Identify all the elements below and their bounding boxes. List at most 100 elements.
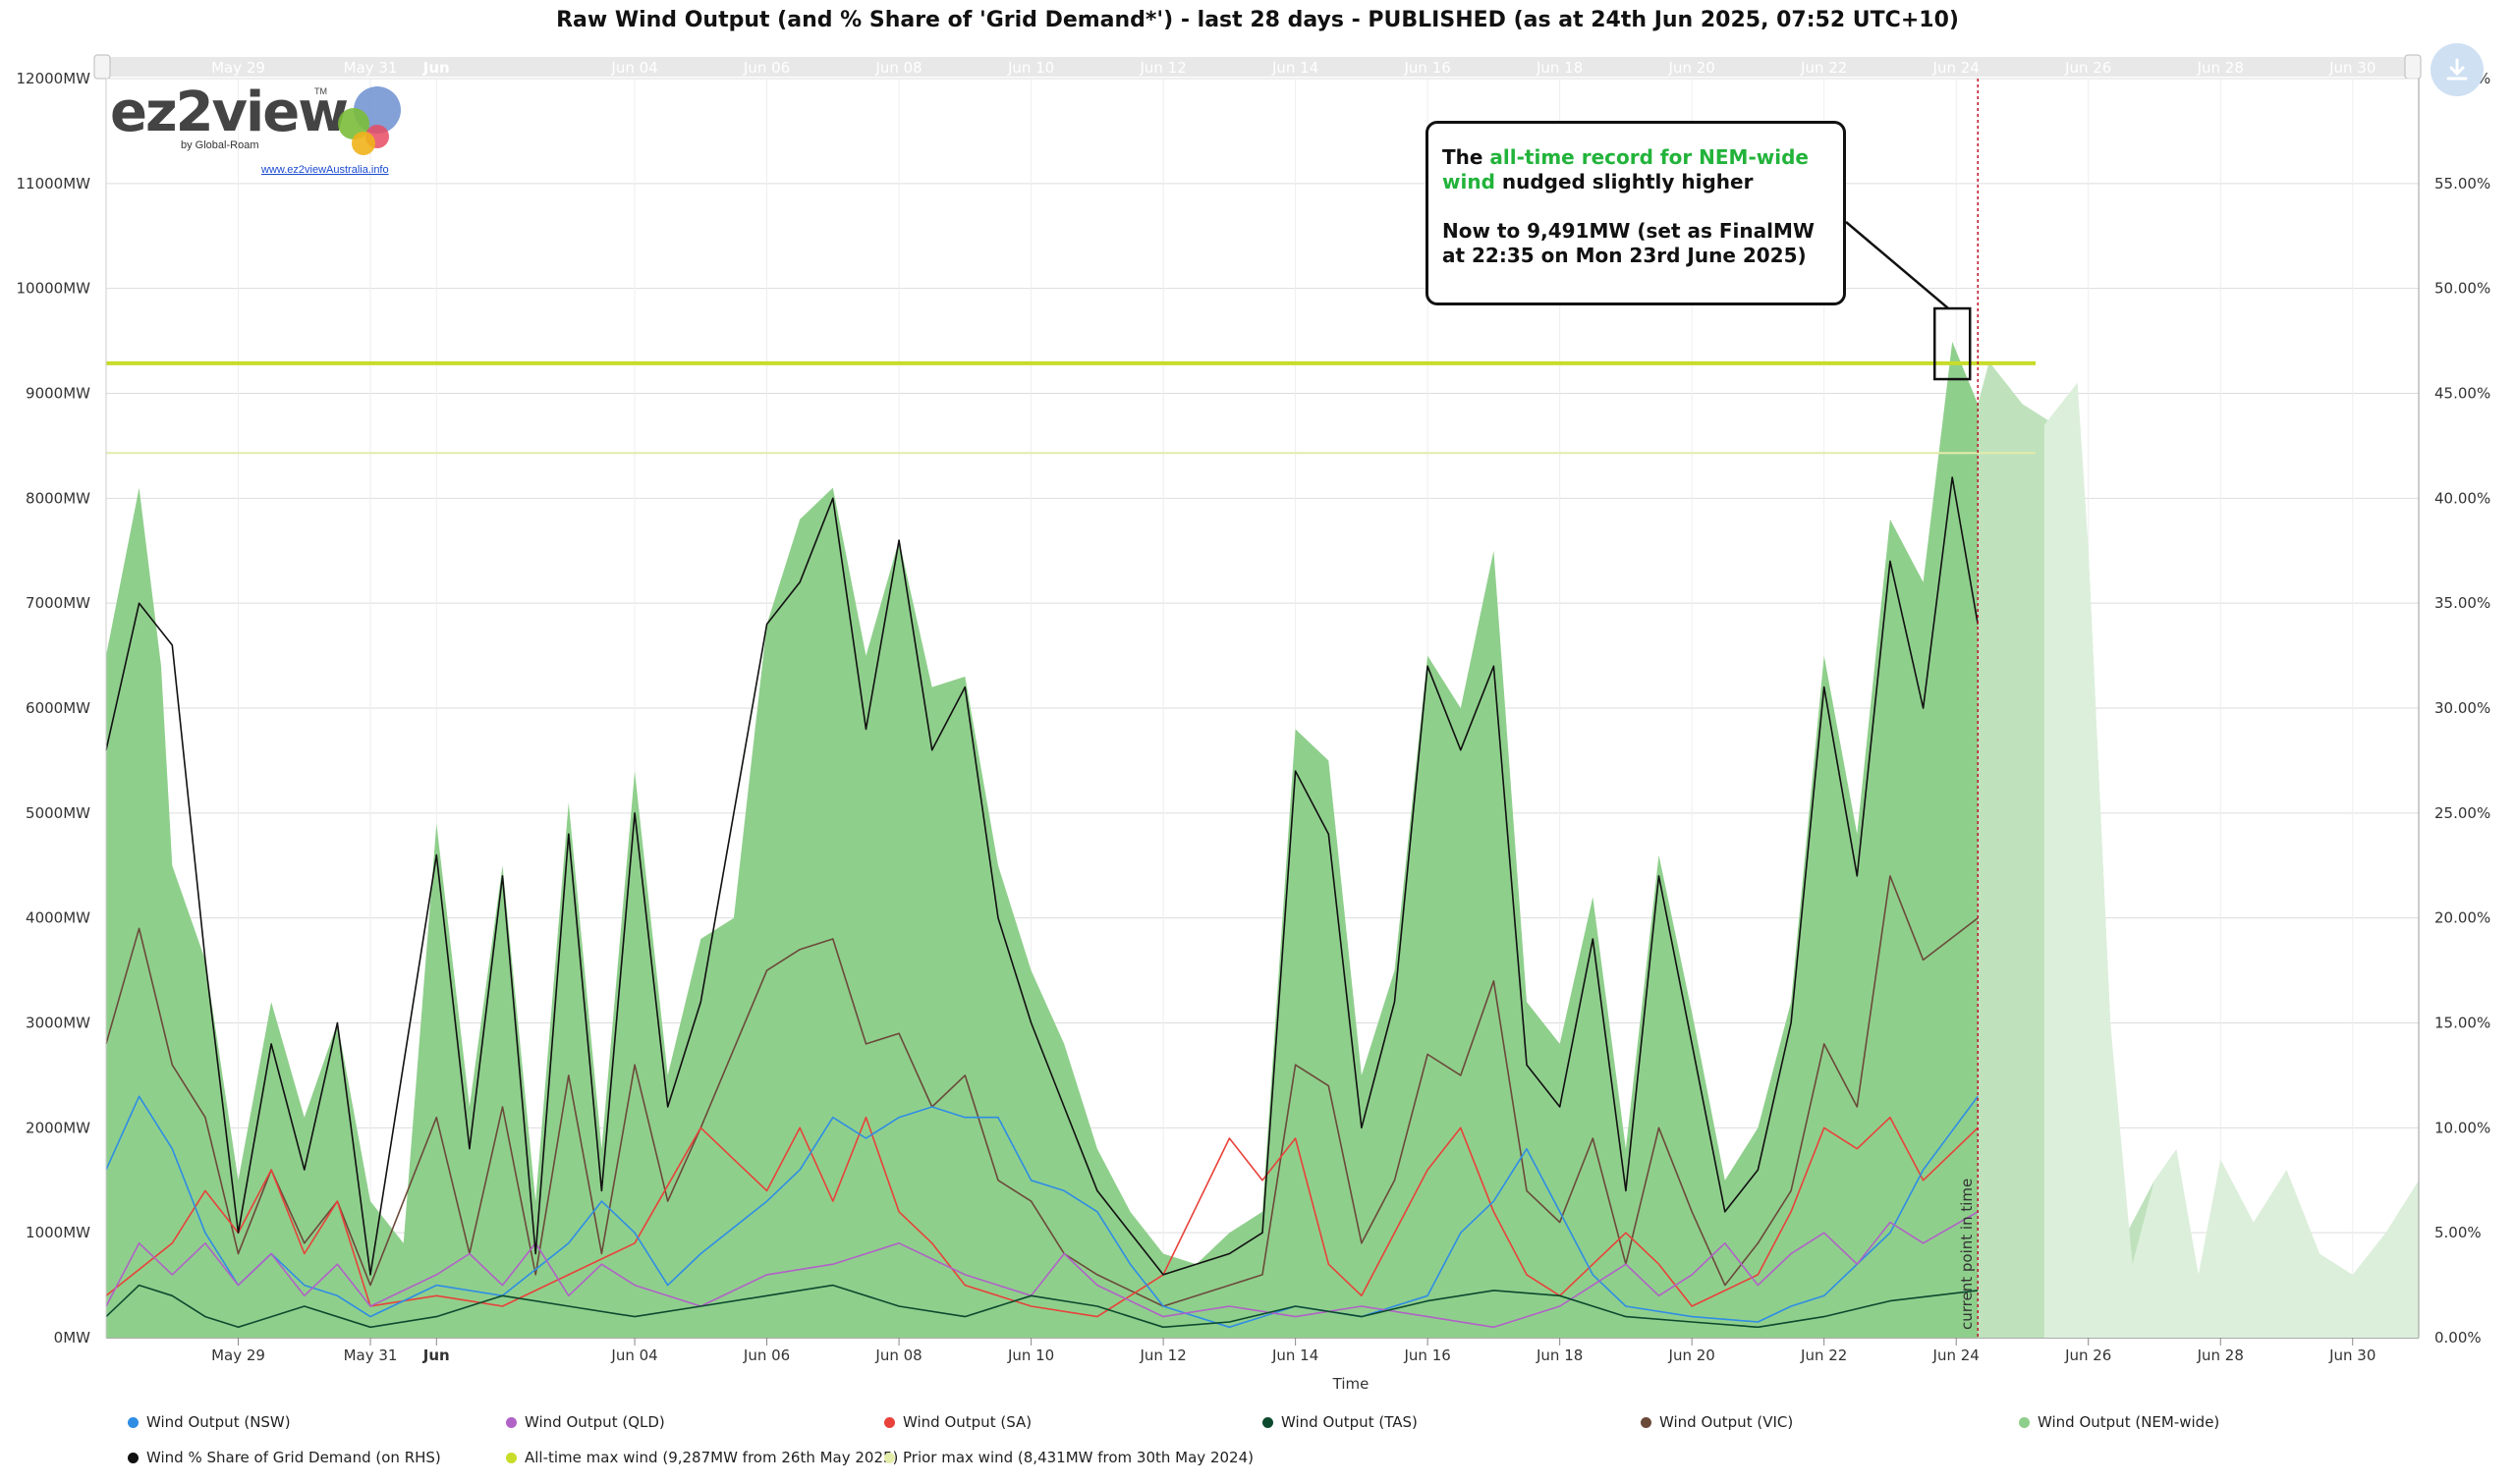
legend-label: Prior max wind (8,431MW from 30th May 20… [903,1449,1254,1466]
y-tick-right: 45.00% [2434,385,2490,403]
y-tick-right: 30.00% [2434,699,2490,717]
legend-marker [128,1416,139,1428]
x-tick-label: Jun 22 [1800,1347,1847,1364]
legend-item[interactable]: Wind Output (VIC) [1641,1413,1793,1431]
area-wind-output-nem-wide-extended-forecast [2043,382,2419,1338]
legend-item[interactable]: Wind Output (TAS) [1262,1413,1418,1431]
navigator-tick-label: Jun 12 [1139,59,1186,77]
legend-label: Wind Output (NEM-wide) [2038,1413,2220,1431]
y-tick-right: 20.00% [2434,909,2490,927]
legend-item[interactable]: Wind Output (SA) [884,1413,1032,1431]
navigator-tick-label: Jun 08 [874,59,922,77]
navigator-tick-label: May 31 [344,59,398,77]
chart-title: Raw Wind Output (and % Share of 'Grid De… [556,8,1959,32]
legend-item[interactable]: Wind % Share of Grid Demand (on RHS) [128,1449,441,1466]
range-navigator[interactable]: May 29 May 31 Jun Jun 04 Jun 06 Jun 08 Jun 10 J… [93,54,2422,80]
navigator-tick-label: Jun 14 [1271,59,1318,77]
annotation-suffix: nudged slightly higher [1494,170,1754,193]
legend-item[interactable]: All-time max wind (9,287MW from 26th May… [506,1449,898,1466]
y-tick-right: 50.00% [2434,280,2490,298]
x-tick-label: May 29 [211,1347,265,1364]
y-tick-right: 40.00% [2434,489,2490,507]
reference-lines [106,360,2036,455]
y-tick-left: 0MW [54,1329,90,1347]
logo-url-link[interactable]: www.ez2viewAustralia.info [261,164,389,176]
x-tick-label: Jun 20 [1668,1347,1715,1364]
navigator-tick-label: Jun 10 [1007,59,1054,77]
navigator-tick-label: Jun 20 [1668,59,1715,77]
legend-marker [1262,1416,1273,1428]
legend-label: Wind Output (VIC) [1659,1413,1794,1431]
y-tick-left: 1000MW [26,1224,90,1241]
legend-marker [884,1452,895,1463]
navigator-tick-label: Jun 06 [743,59,790,77]
x-tick-label: Jun 08 [874,1347,922,1364]
logo-brand: ez2view [110,81,349,144]
legend-marker [506,1416,517,1428]
x-tick-label: Jun 26 [2064,1347,2111,1364]
y-tick-right: 15.00% [2434,1015,2490,1032]
x-tick-label: Jun [422,1347,450,1364]
navigator-track [106,57,2419,77]
y-tick-right: 55.00% [2434,175,2490,192]
x-tick-label: Jun 06 [743,1347,790,1364]
navigator-handle-left [93,54,111,80]
ez2view-logo: ez2view TM by Global-Roam www.ez2viewAus… [110,81,415,189]
record-highlight-box [1932,306,1972,381]
y-tick-right: 10.00% [2434,1119,2490,1136]
legend-item[interactable]: Wind Output (NSW) [128,1413,291,1431]
logo-by: by Global-Roam [181,139,259,151]
x-axis-title: Time [1332,1375,1369,1393]
line-wind-share-of-grid-demand-on-rhs- [105,476,1979,1276]
navigator-tick-label: Jun 30 [2328,59,2375,77]
export-button[interactable] [2431,43,2484,96]
legend-marker [506,1452,517,1463]
legend-marker [2019,1416,2030,1428]
navigator-tick-label: Jun 18 [1536,59,1583,77]
y-tick-right: 35.00% [2434,594,2490,612]
legend-label: Wind Output (QLD) [525,1413,665,1431]
legend-label: Wind Output (NSW) [146,1413,291,1431]
x-tick-label: Jun 18 [1536,1347,1583,1364]
y-tick-left: 8000MW [26,489,90,507]
annotation-prefix: The [1442,145,1490,169]
y-tick-left: 9000MW [26,385,90,403]
y-tick-left: 11000MW [17,175,91,192]
x-tick-label: Jun 10 [1007,1347,1054,1364]
x-tick-label: Jun 28 [2197,1347,2244,1364]
y-tick-right: 0.00% [2434,1329,2482,1347]
legend-item[interactable]: Wind Output (NEM-wide) [2019,1413,2219,1431]
annotation-highlight: all-time record for NEM-wide wind [1442,145,1809,193]
line-wind-output-nsw- [105,1095,1979,1329]
navigator-handle-right [2404,54,2422,80]
legend-item[interactable]: Prior max wind (8,431MW from 30th May 20… [884,1449,1254,1466]
x-tick-label: May 31 [344,1347,398,1364]
line-wind-output-vic- [105,875,1979,1307]
x-tick-label: Jun 30 [2328,1347,2375,1364]
x-tick-label: Jun 12 [1139,1347,1186,1364]
y-tick-right: 25.00% [2434,804,2490,822]
chart-overlay: current point in time [1845,79,1979,1338]
x-tick-label: Jun 14 [1271,1347,1318,1364]
x-tick-label: Jun 24 [1932,1347,1980,1364]
legend-label: All-time max wind (9,287MW from 26th May… [525,1449,899,1466]
y-tick-left: 7000MW [26,594,90,612]
y-tick-left: 10000MW [17,280,91,298]
annotation-connector [1845,221,1950,309]
navigator-tick-label: Jun 28 [2197,59,2244,77]
area-wind-output-nem-wide- [106,342,1979,1338]
legend-label: Wind Output (TAS) [1281,1413,1418,1431]
download-icon [2446,58,2468,81]
record-annotation: The all-time record for NEM-wide wind nu… [1425,121,1846,305]
navigator-tick-label: Jun 26 [2064,59,2111,77]
legend-marker [1641,1416,1651,1428]
navigator-tick-label: Jun 22 [1800,59,1847,77]
navigator-tick-label: Jun 16 [1403,59,1450,77]
x-tick-label: Jun 04 [610,1347,657,1364]
navigator-tick-label: Jun 24 [1932,59,1980,77]
y-tick-right: 5.00% [2434,1224,2482,1241]
line-wind-output-sa- [105,1116,1979,1318]
y-tick-left: 3000MW [26,1015,90,1032]
legend-item[interactable]: Wind Output (QLD) [506,1413,665,1431]
legend-marker [884,1416,895,1428]
